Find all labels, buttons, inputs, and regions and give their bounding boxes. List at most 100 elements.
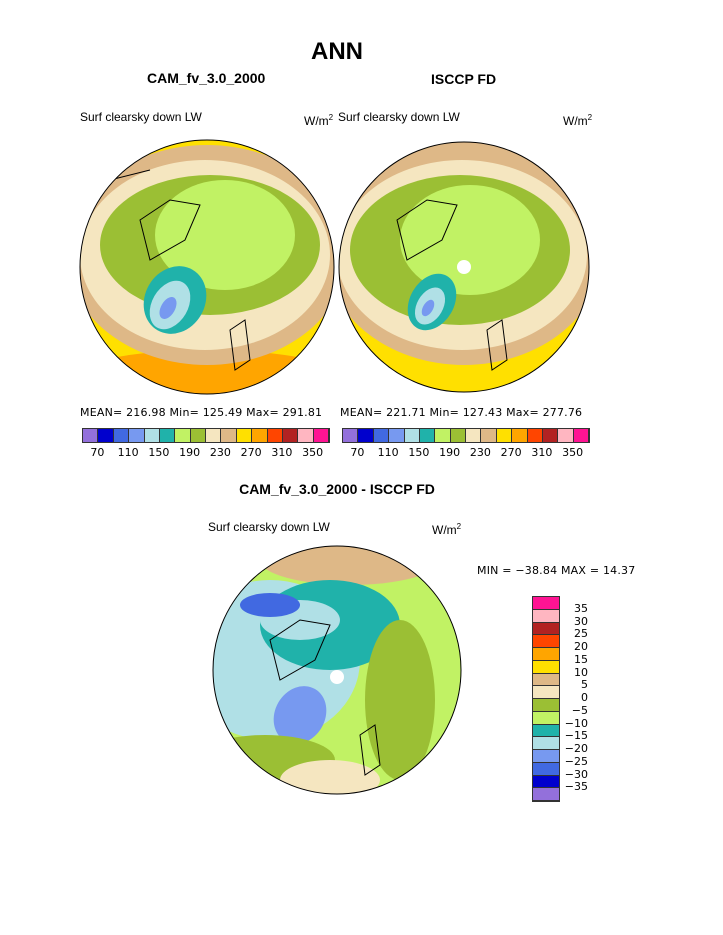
colorbar-tick-label: −10	[564, 716, 588, 730]
colorbar-right	[342, 428, 590, 443]
panel-right-variable: Surf clearsky down LW	[338, 110, 460, 124]
colorbar-tick-label: 5	[581, 678, 588, 692]
colorbar-tick-label: 270	[500, 446, 522, 459]
diff-variable: Surf clearsky down LW	[208, 520, 330, 534]
colorbar-box	[558, 429, 574, 442]
colorbar-box	[533, 660, 559, 674]
colorbar-box	[533, 788, 559, 801]
colorbar-tick-label: 70	[90, 446, 105, 459]
colorbar-box	[512, 429, 528, 442]
colorbar-box	[496, 429, 513, 442]
colorbar-tick-label: 15	[574, 652, 588, 666]
colorbar-box	[533, 597, 559, 610]
colorbar-tick-label: 190	[179, 446, 201, 459]
colorbar-box	[83, 429, 99, 442]
colorbar-tick-label: 150	[148, 446, 170, 459]
colorbar-tick-label: 350	[302, 446, 324, 459]
colorbar-box	[533, 750, 559, 763]
colorbar-box	[343, 429, 359, 442]
figure-title: ANN	[311, 38, 363, 65]
colorbar-tick-label: 110	[377, 446, 399, 459]
colorbar-box	[533, 622, 559, 636]
map-left	[80, 140, 334, 394]
panel-left-units: W/m2	[304, 113, 334, 128]
colorbar-box	[159, 429, 176, 442]
colorbar-difference	[532, 596, 560, 802]
colorbar-tick-label: 25	[574, 627, 588, 641]
colorbar-box	[533, 762, 559, 776]
colorbar-tick-label: −5	[571, 703, 588, 717]
colorbar-box	[373, 429, 390, 442]
colorbar-box	[221, 429, 237, 442]
colorbar-tick-label: 30	[574, 614, 588, 628]
colorbar-tick-label: 190	[439, 446, 461, 459]
diff-stats: MIN = −38.84 MAX = 14.37	[477, 564, 636, 577]
map-difference	[213, 546, 461, 794]
colorbar-tick-label: −15	[564, 729, 588, 743]
colorbar-box	[144, 429, 160, 442]
colorbar-box	[282, 429, 299, 442]
colorbar-tick-label: −30	[564, 767, 588, 781]
colorbar-left	[82, 428, 330, 443]
colorbar-box	[527, 429, 543, 442]
map-right	[339, 142, 589, 392]
colorbar-box	[573, 429, 589, 442]
panel-left-title: CAM_fv_3.0_2000	[147, 70, 266, 86]
colorbar-box	[206, 429, 222, 442]
colorbar-box	[533, 686, 559, 699]
colorbar-box	[267, 429, 283, 442]
colorbar-box	[129, 429, 145, 442]
colorbar-tick-label: 230	[209, 446, 231, 459]
colorbar-box	[533, 737, 559, 750]
colorbar-box	[190, 429, 206, 442]
colorbar-box	[533, 635, 559, 648]
colorbar-box	[533, 609, 559, 623]
colorbar-tick-label: 20	[574, 640, 588, 653]
colorbar-tick-label: 10	[574, 665, 588, 679]
colorbar-tick-label: 350	[562, 446, 584, 459]
colorbar-box	[481, 429, 497, 442]
colorbar-box	[435, 429, 451, 442]
panel-left-variable: Surf clearsky down LW	[80, 110, 202, 124]
colorbar-tick-label: 0	[581, 691, 588, 704]
colorbar-box	[533, 711, 559, 725]
colorbar-tick-label: 70	[350, 446, 365, 459]
colorbar-tick-label: 230	[469, 446, 491, 459]
colorbar-tick-label: 110	[117, 446, 139, 459]
colorbar-box	[533, 724, 559, 738]
colorbar-box	[450, 429, 466, 442]
colorbar-box	[236, 429, 253, 442]
colorbar-box	[358, 429, 374, 442]
colorbar-box	[542, 429, 559, 442]
colorbar-tick-label: 310	[531, 446, 553, 459]
diff-units: W/m2	[432, 522, 462, 537]
colorbar-box	[113, 429, 130, 442]
colorbar-box	[533, 648, 559, 661]
colorbar-tick-label: −20	[564, 742, 588, 755]
colorbar-tick-label: 150	[408, 446, 430, 459]
colorbar-box	[298, 429, 314, 442]
panel-right-units: W/m2	[563, 113, 593, 128]
colorbar-tick-label: 310	[271, 446, 293, 459]
panel-right-stats: MEAN= 221.71 Min= 127.43 Max= 277.76	[340, 406, 583, 419]
colorbar-box	[533, 673, 559, 687]
colorbar-box	[466, 429, 482, 442]
panel-left-stats: MEAN= 216.98 Min= 125.49 Max= 291.81	[80, 406, 323, 419]
colorbar-box	[533, 699, 559, 712]
colorbar-box	[389, 429, 405, 442]
colorbar-box	[252, 429, 268, 442]
colorbar-tick-label: −35	[564, 780, 588, 794]
colorbar-tick-label: 35	[574, 601, 588, 615]
colorbar-box	[313, 429, 329, 442]
colorbar-tick-label: 270	[240, 446, 262, 459]
colorbar-box	[175, 429, 191, 442]
panel-right-title: ISCCP FD	[431, 71, 497, 87]
colorbar-tick-label: −25	[564, 754, 588, 768]
colorbar-box	[533, 775, 559, 789]
colorbar-box	[404, 429, 420, 442]
diff-title: CAM_fv_3.0_2000 - ISCCP FD	[239, 481, 435, 497]
colorbar-box	[98, 429, 114, 442]
colorbar-box	[419, 429, 436, 442]
